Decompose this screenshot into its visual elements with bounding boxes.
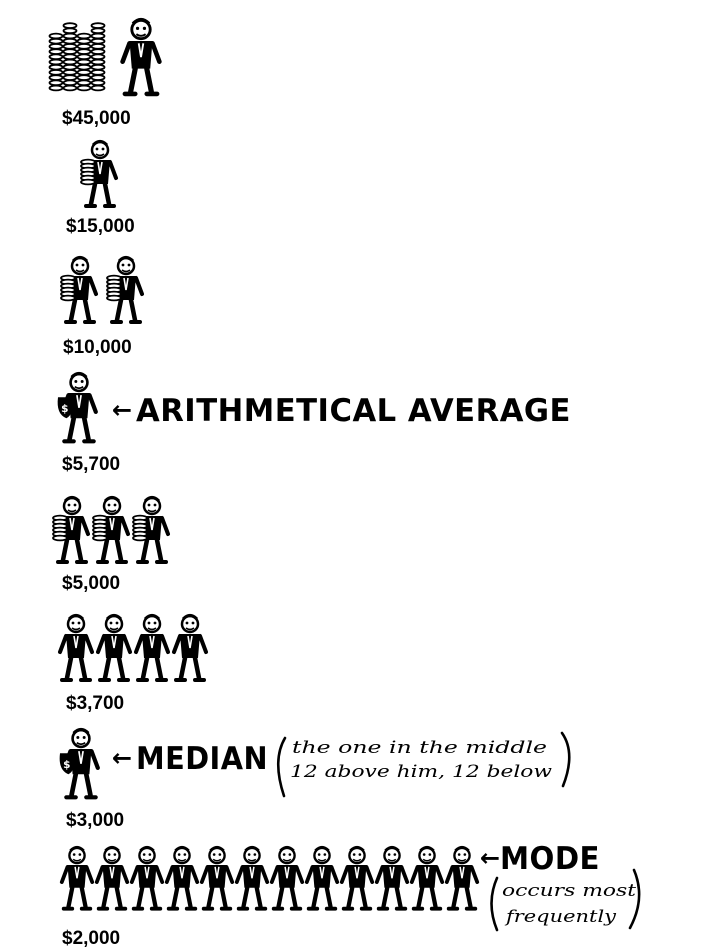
salary-label-2000: $2,000 bbox=[62, 928, 120, 949]
person-icon bbox=[172, 614, 208, 682]
person-icon bbox=[164, 846, 200, 911]
person-icon bbox=[409, 846, 445, 911]
person-icon bbox=[106, 256, 144, 324]
person-icon bbox=[58, 614, 94, 682]
person-icon bbox=[92, 496, 130, 564]
person-icon: $ bbox=[59, 728, 100, 800]
salary-label-45000: $45,000 bbox=[62, 108, 131, 129]
person-icon bbox=[269, 846, 305, 911]
salary-label-5700: $5,700 bbox=[62, 454, 120, 475]
svg-text:$: $ bbox=[61, 403, 68, 415]
salary-label-15000: $15,000 bbox=[66, 216, 135, 237]
figure-row-3000: $ bbox=[59, 728, 100, 800]
person-icon bbox=[60, 256, 98, 324]
coin-stacks-icon bbox=[48, 22, 106, 92]
mode-note-line2: frequently bbox=[504, 907, 617, 927]
salary-label-3700: $3,700 bbox=[66, 693, 124, 714]
figure-row-10000 bbox=[60, 256, 144, 324]
salary-label-5000: $5,000 bbox=[62, 573, 120, 594]
figure-row-15000 bbox=[80, 140, 118, 208]
median-note-open-paren bbox=[276, 736, 287, 798]
person-icon bbox=[339, 846, 375, 911]
person-icon bbox=[199, 846, 235, 911]
mode-note-open-paren bbox=[490, 876, 499, 932]
salary-label-10000: $10,000 bbox=[63, 337, 132, 358]
person-icon: $ bbox=[57, 372, 98, 444]
median-note-line2: 12 above him, 12 below bbox=[290, 762, 553, 782]
median-note-line1: the one in the middle bbox=[292, 738, 547, 758]
person-icon bbox=[80, 140, 118, 208]
salary-label-3000: $3,000 bbox=[66, 810, 124, 831]
person-icon bbox=[94, 846, 130, 911]
figure-row-5700: $ bbox=[57, 372, 98, 444]
person-icon bbox=[304, 846, 340, 911]
person-icon bbox=[132, 496, 170, 564]
person-icon bbox=[234, 846, 270, 911]
person-icon bbox=[129, 846, 165, 911]
median-note-close-paren bbox=[560, 731, 571, 788]
person-icon bbox=[96, 614, 132, 682]
figure-row-45000 bbox=[48, 18, 162, 97]
figure-row-5000 bbox=[52, 496, 170, 564]
median-label: MEDIAN bbox=[136, 741, 268, 777]
mode-label: MODE bbox=[500, 841, 600, 877]
person-icon bbox=[134, 614, 170, 682]
person-icon bbox=[374, 846, 410, 911]
median-arrow: ← bbox=[112, 744, 132, 772]
average-label: ARITHMETICAL AVERAGE bbox=[136, 393, 571, 429]
boss-figure-icon bbox=[120, 18, 162, 97]
mode-note-line1: occurs most bbox=[502, 881, 636, 901]
figures-layer: $$ bbox=[48, 18, 480, 911]
figure-row-3700 bbox=[58, 614, 208, 682]
mode-note-close-paren bbox=[628, 868, 641, 930]
mode-arrow: ← bbox=[480, 844, 500, 872]
figure-row-2000 bbox=[59, 846, 480, 911]
average-arrow: ← bbox=[112, 396, 132, 424]
person-icon bbox=[52, 496, 90, 564]
person-icon bbox=[59, 846, 95, 911]
person-icon bbox=[444, 846, 480, 911]
svg-text:$: $ bbox=[63, 759, 70, 771]
